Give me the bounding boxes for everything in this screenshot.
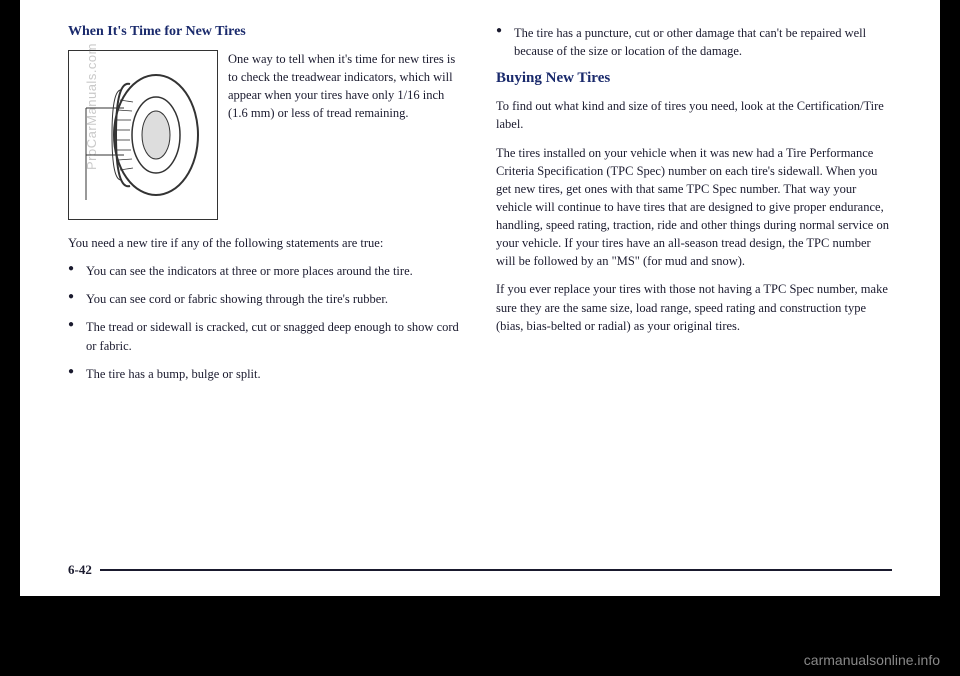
section-heading: Buying New Tires xyxy=(496,70,892,87)
right-column: The tire has a puncture, cut or other da… xyxy=(496,24,892,554)
tire-intro-block: One way to tell when it's time for new t… xyxy=(68,50,464,220)
page-footer: 6-42 xyxy=(68,562,892,578)
two-column-layout: When It's Time for New Tires xyxy=(68,24,892,554)
side-watermark: ProCarManuals.com xyxy=(84,43,99,170)
right-bullet-list: The tire has a puncture, cut or other da… xyxy=(496,24,892,60)
footer-rule xyxy=(100,569,892,571)
left-bullet-list: You can see the indicators at three or m… xyxy=(68,262,464,383)
paragraph: The tires installed on your vehicle when… xyxy=(496,144,892,271)
list-item: The tire has a bump, bulge or split. xyxy=(68,365,464,383)
left-column: When It's Time for New Tires xyxy=(68,24,464,554)
list-item: You can see the indicators at three or m… xyxy=(68,262,464,280)
bottom-watermark: carmanualsonline.info xyxy=(804,652,940,668)
intro-text: One way to tell when it's time for new t… xyxy=(228,50,464,210)
list-item: The tread or sidewall is cracked, cut or… xyxy=(68,318,464,354)
lead-text: You need a new tire if any of the follow… xyxy=(68,234,464,252)
paragraph: To find out what kind and size of tires … xyxy=(496,97,892,133)
paragraph: If you ever replace your tires with thos… xyxy=(496,280,892,334)
section-heading: When It's Time for New Tires xyxy=(68,24,464,40)
list-item: The tire has a puncture, cut or other da… xyxy=(496,24,892,60)
manual-page: When It's Time for New Tires xyxy=(20,0,940,596)
page-number: 6-42 xyxy=(68,562,100,578)
list-item: You can see cord or fabric showing throu… xyxy=(68,290,464,308)
